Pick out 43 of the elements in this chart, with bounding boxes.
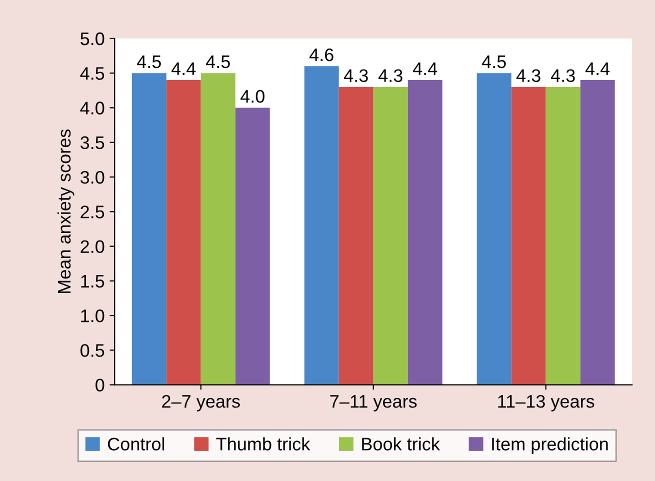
bar: [580, 80, 615, 385]
legend-label: Thumb trick: [216, 437, 310, 450]
y-tick-label: 3.0: [80, 170, 104, 184]
bar: [338, 86, 374, 385]
bar: [132, 73, 166, 385]
y-tick-label: 3.5: [80, 136, 104, 150]
data-label: 4.0: [240, 90, 264, 103]
y-tick-label: 0.5: [80, 344, 104, 357]
bar: [546, 86, 580, 385]
x-tick-label: 7–11 years: [330, 395, 417, 412]
data-label: 4.6: [309, 48, 334, 62]
bar: [166, 80, 201, 385]
bar: [511, 86, 546, 385]
data-label: 4.3: [378, 69, 402, 82]
legend-label: Control: [108, 437, 164, 450]
x-tick-label: 2–7 years: [162, 395, 240, 412]
bar: [200, 73, 236, 385]
data-label: 4.3: [550, 69, 575, 82]
bar: [476, 73, 512, 385]
data-label: 4.3: [516, 69, 540, 82]
legend-label: Item prediction: [492, 437, 608, 454]
data-label: 4.5: [206, 56, 230, 68]
bar: [304, 66, 339, 385]
y-tick-label: 2.0: [80, 240, 104, 253]
data-label: 4.5: [136, 56, 161, 68]
bar: [408, 80, 442, 385]
legend-label: Book trick: [362, 437, 440, 450]
y-axis-title: Mean anxiety scores: [57, 129, 74, 293]
data-label: 4.4: [412, 62, 438, 75]
data-label: 4.4: [585, 62, 610, 75]
y-tick-label: 4.0: [80, 102, 104, 114]
data-label: 4.3: [344, 69, 368, 82]
y-tick-label: 2.5: [80, 206, 104, 218]
x-tick-label: 11–13 years: [498, 395, 594, 412]
data-label: 4.4: [171, 62, 196, 75]
y-tick-label: 0: [96, 378, 104, 392]
bar: [235, 108, 270, 385]
bar: [373, 86, 408, 385]
y-tick-label: 1.0: [81, 309, 104, 322]
data-label: 4.5: [482, 56, 506, 68]
y-tick-label: 1.5: [81, 275, 104, 288]
y-tick-label: 4.5: [80, 67, 104, 80]
y-tick-label: 5.0: [80, 32, 104, 46]
